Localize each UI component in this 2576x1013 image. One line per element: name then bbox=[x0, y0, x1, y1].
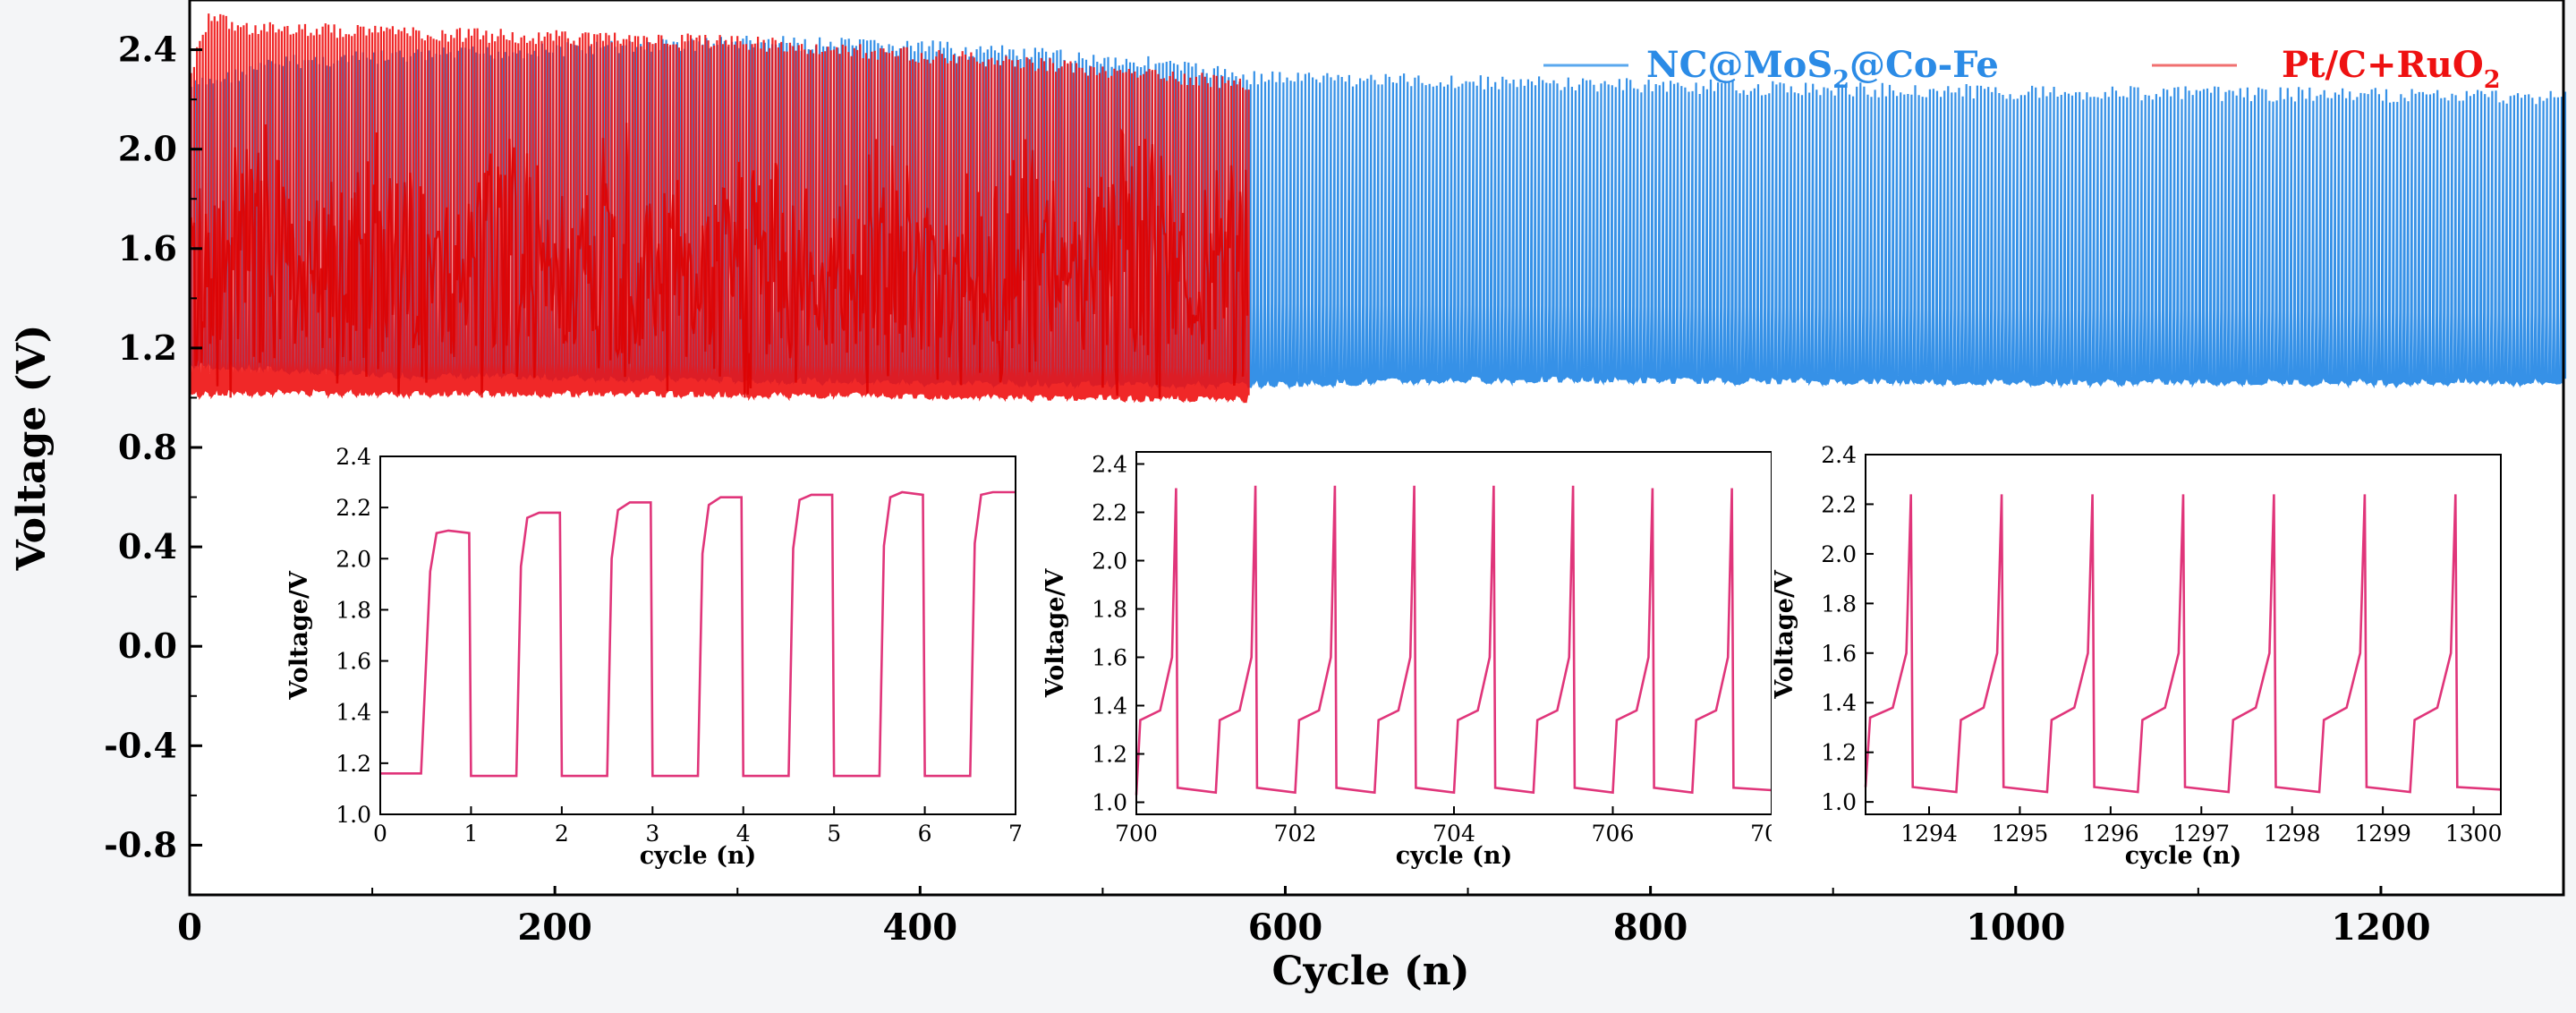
inset-x-tick-label: 4 bbox=[736, 821, 751, 847]
y-tick-label: 0.0 bbox=[118, 626, 177, 666]
inset-x-axis-title: cycle (n) bbox=[1396, 842, 1513, 870]
inset-y-tick-label: 1.8 bbox=[1821, 591, 1857, 617]
inset-x-axis-title: cycle (n) bbox=[2125, 842, 2242, 870]
inset-x-tick-label: 0 bbox=[373, 821, 387, 847]
inset-chart-cycles-1294-1300: 1294 1295 1296 1297 1298 1299 1300 1.0 1.2 1.4 1.6… bbox=[1771, 442, 2519, 886]
inset-x-tick-label: 1298 bbox=[2264, 821, 2321, 847]
x-tick-label: 600 bbox=[1248, 907, 1323, 949]
y-axis-title: Voltage (V) bbox=[9, 325, 55, 572]
inset-y-tick-label: 1.8 bbox=[1092, 597, 1127, 623]
inset-y-tick-label: 2.2 bbox=[1821, 491, 1857, 517]
inset-y-tick-label: 1.6 bbox=[1821, 641, 1857, 667]
inset-frame bbox=[1865, 454, 2502, 815]
x-tick-label: 0 bbox=[177, 907, 202, 949]
inset-y-tick-label: 2.2 bbox=[1092, 500, 1127, 526]
inset-y-tick-label: 2.0 bbox=[1821, 541, 1857, 567]
inset-y-tick-label: 2.0 bbox=[1092, 549, 1127, 575]
inset-x-axis-title: cycle (n) bbox=[640, 842, 757, 870]
inset-y-tick-label: 2.4 bbox=[336, 444, 371, 470]
inset-x-tick-label: 704 bbox=[1433, 821, 1475, 847]
inset-series-line bbox=[1135, 485, 1773, 796]
main-plot-frame bbox=[188, 0, 2565, 897]
inset-x-tick-label: 702 bbox=[1274, 821, 1317, 847]
legend-label-pt-c-ruo2: Pt/C+RuO2 bbox=[2282, 44, 2500, 94]
inset-x-tick-label: 3 bbox=[645, 821, 659, 847]
inset-chart-cycles-700-708: 7007027047067081.01.21.41.61.82.02.22.4c… bbox=[1041, 443, 1793, 886]
y-tick-label: -0.4 bbox=[104, 725, 177, 765]
inset-x-tick-label: 1297 bbox=[2172, 821, 2230, 847]
x-tick-label: 1000 bbox=[1966, 907, 2065, 949]
y-tick-label: -0.8 bbox=[104, 824, 177, 864]
inset-x-tick-label: 1296 bbox=[2082, 821, 2139, 847]
inset-x-tick-label: 6 bbox=[918, 821, 932, 847]
y-tick-label: 2.4 bbox=[118, 30, 177, 70]
inset-frame bbox=[379, 455, 1016, 815]
legend: NC@MoS2@Co-Fe Pt/C+RuO2 bbox=[1543, 44, 2500, 94]
inset-x-tick-label: 2 bbox=[555, 821, 569, 847]
inset-chart-cycles-0-7: 0 1 2 3 4 5 6 7 1.0 1.2 1.4 1.6 1.8 2.0 2.2 2.4 cycle (n… bbox=[285, 444, 1033, 886]
inset-y-tick-label: 1.6 bbox=[1092, 645, 1127, 671]
inset-y-tick-label: 1.4 bbox=[1092, 694, 1127, 719]
legend-label-nc-mos2-cofe: NC@MoS2@Co-Fe bbox=[1646, 44, 1999, 94]
inset-x-tick-label: 706 bbox=[1592, 821, 1635, 847]
inset-x-tick-label: 1299 bbox=[2354, 821, 2411, 847]
inset-y-tick-label: 1.0 bbox=[1821, 789, 1857, 815]
x-tick-label: 400 bbox=[883, 907, 958, 949]
inset-y-tick-label: 1.0 bbox=[336, 802, 371, 828]
inset-x-tick-label: 1300 bbox=[2445, 821, 2503, 847]
y-tick-label: 2.0 bbox=[118, 129, 177, 169]
inset-y-tick-label: 1.2 bbox=[1092, 742, 1127, 768]
main-axes-layer: 0 200 400 600 800 1000 1200 -0.8 -0.4 0.0 0.4 0.8 1.… bbox=[104, 30, 2430, 949]
y-tick-label: 0.8 bbox=[118, 427, 177, 467]
inset-x-tick-label: 1 bbox=[463, 821, 478, 847]
inset-y-tick-label: 1.6 bbox=[336, 649, 371, 675]
inset-y-tick-label: 1.2 bbox=[336, 751, 371, 777]
inset-y-tick-label: 2.2 bbox=[336, 495, 371, 521]
inset-y-axis-title: Voltage/V bbox=[285, 570, 313, 701]
y-tick-label: 1.6 bbox=[118, 228, 177, 268]
y-tick-label: 0.4 bbox=[118, 526, 177, 566]
inset-y-tick-label: 2.4 bbox=[1821, 442, 1857, 468]
inset-series-line bbox=[1864, 494, 2502, 794]
inset-x-tick-label: 5 bbox=[827, 821, 841, 847]
x-axis-title: Cycle (n) bbox=[1271, 949, 1469, 994]
series-core-pt-c-ruo2 bbox=[188, 123, 1249, 398]
inset-y-tick-label: 1.4 bbox=[336, 700, 371, 726]
inset-background bbox=[286, 447, 1033, 886]
inset-y-axis-title: Voltage/V bbox=[1771, 569, 1798, 700]
inset-y-tick-label: 2.4 bbox=[1092, 452, 1127, 478]
x-tick-label: 800 bbox=[1613, 907, 1688, 949]
x-tick-label: 1200 bbox=[2331, 907, 2430, 949]
y-tick-label: 1.2 bbox=[118, 328, 177, 368]
x-tick-label: 200 bbox=[517, 907, 592, 949]
inset-x-tick-label: 7 bbox=[1008, 821, 1023, 847]
inset-y-tick-label: 1.8 bbox=[336, 597, 371, 623]
inset-x-tick-label: 1294 bbox=[1900, 821, 1958, 847]
inset-y-tick-label: 1.2 bbox=[1821, 740, 1857, 766]
inset-y-tick-label: 1.4 bbox=[1821, 690, 1857, 716]
inset-y-tick-label: 2.0 bbox=[336, 546, 371, 572]
inset-x-tick-label: 1295 bbox=[1992, 821, 2049, 847]
inset-x-tick-label: 700 bbox=[1115, 821, 1158, 847]
inset-series-line bbox=[380, 490, 1016, 778]
inset-y-tick-label: 1.0 bbox=[1092, 790, 1127, 816]
inset-y-axis-title: Voltage/V bbox=[1041, 568, 1069, 699]
inset-background bbox=[1772, 446, 2519, 886]
main-series-layer bbox=[188, 13, 2567, 404]
series-line-pt-c-ruo2 bbox=[188, 13, 1250, 404]
